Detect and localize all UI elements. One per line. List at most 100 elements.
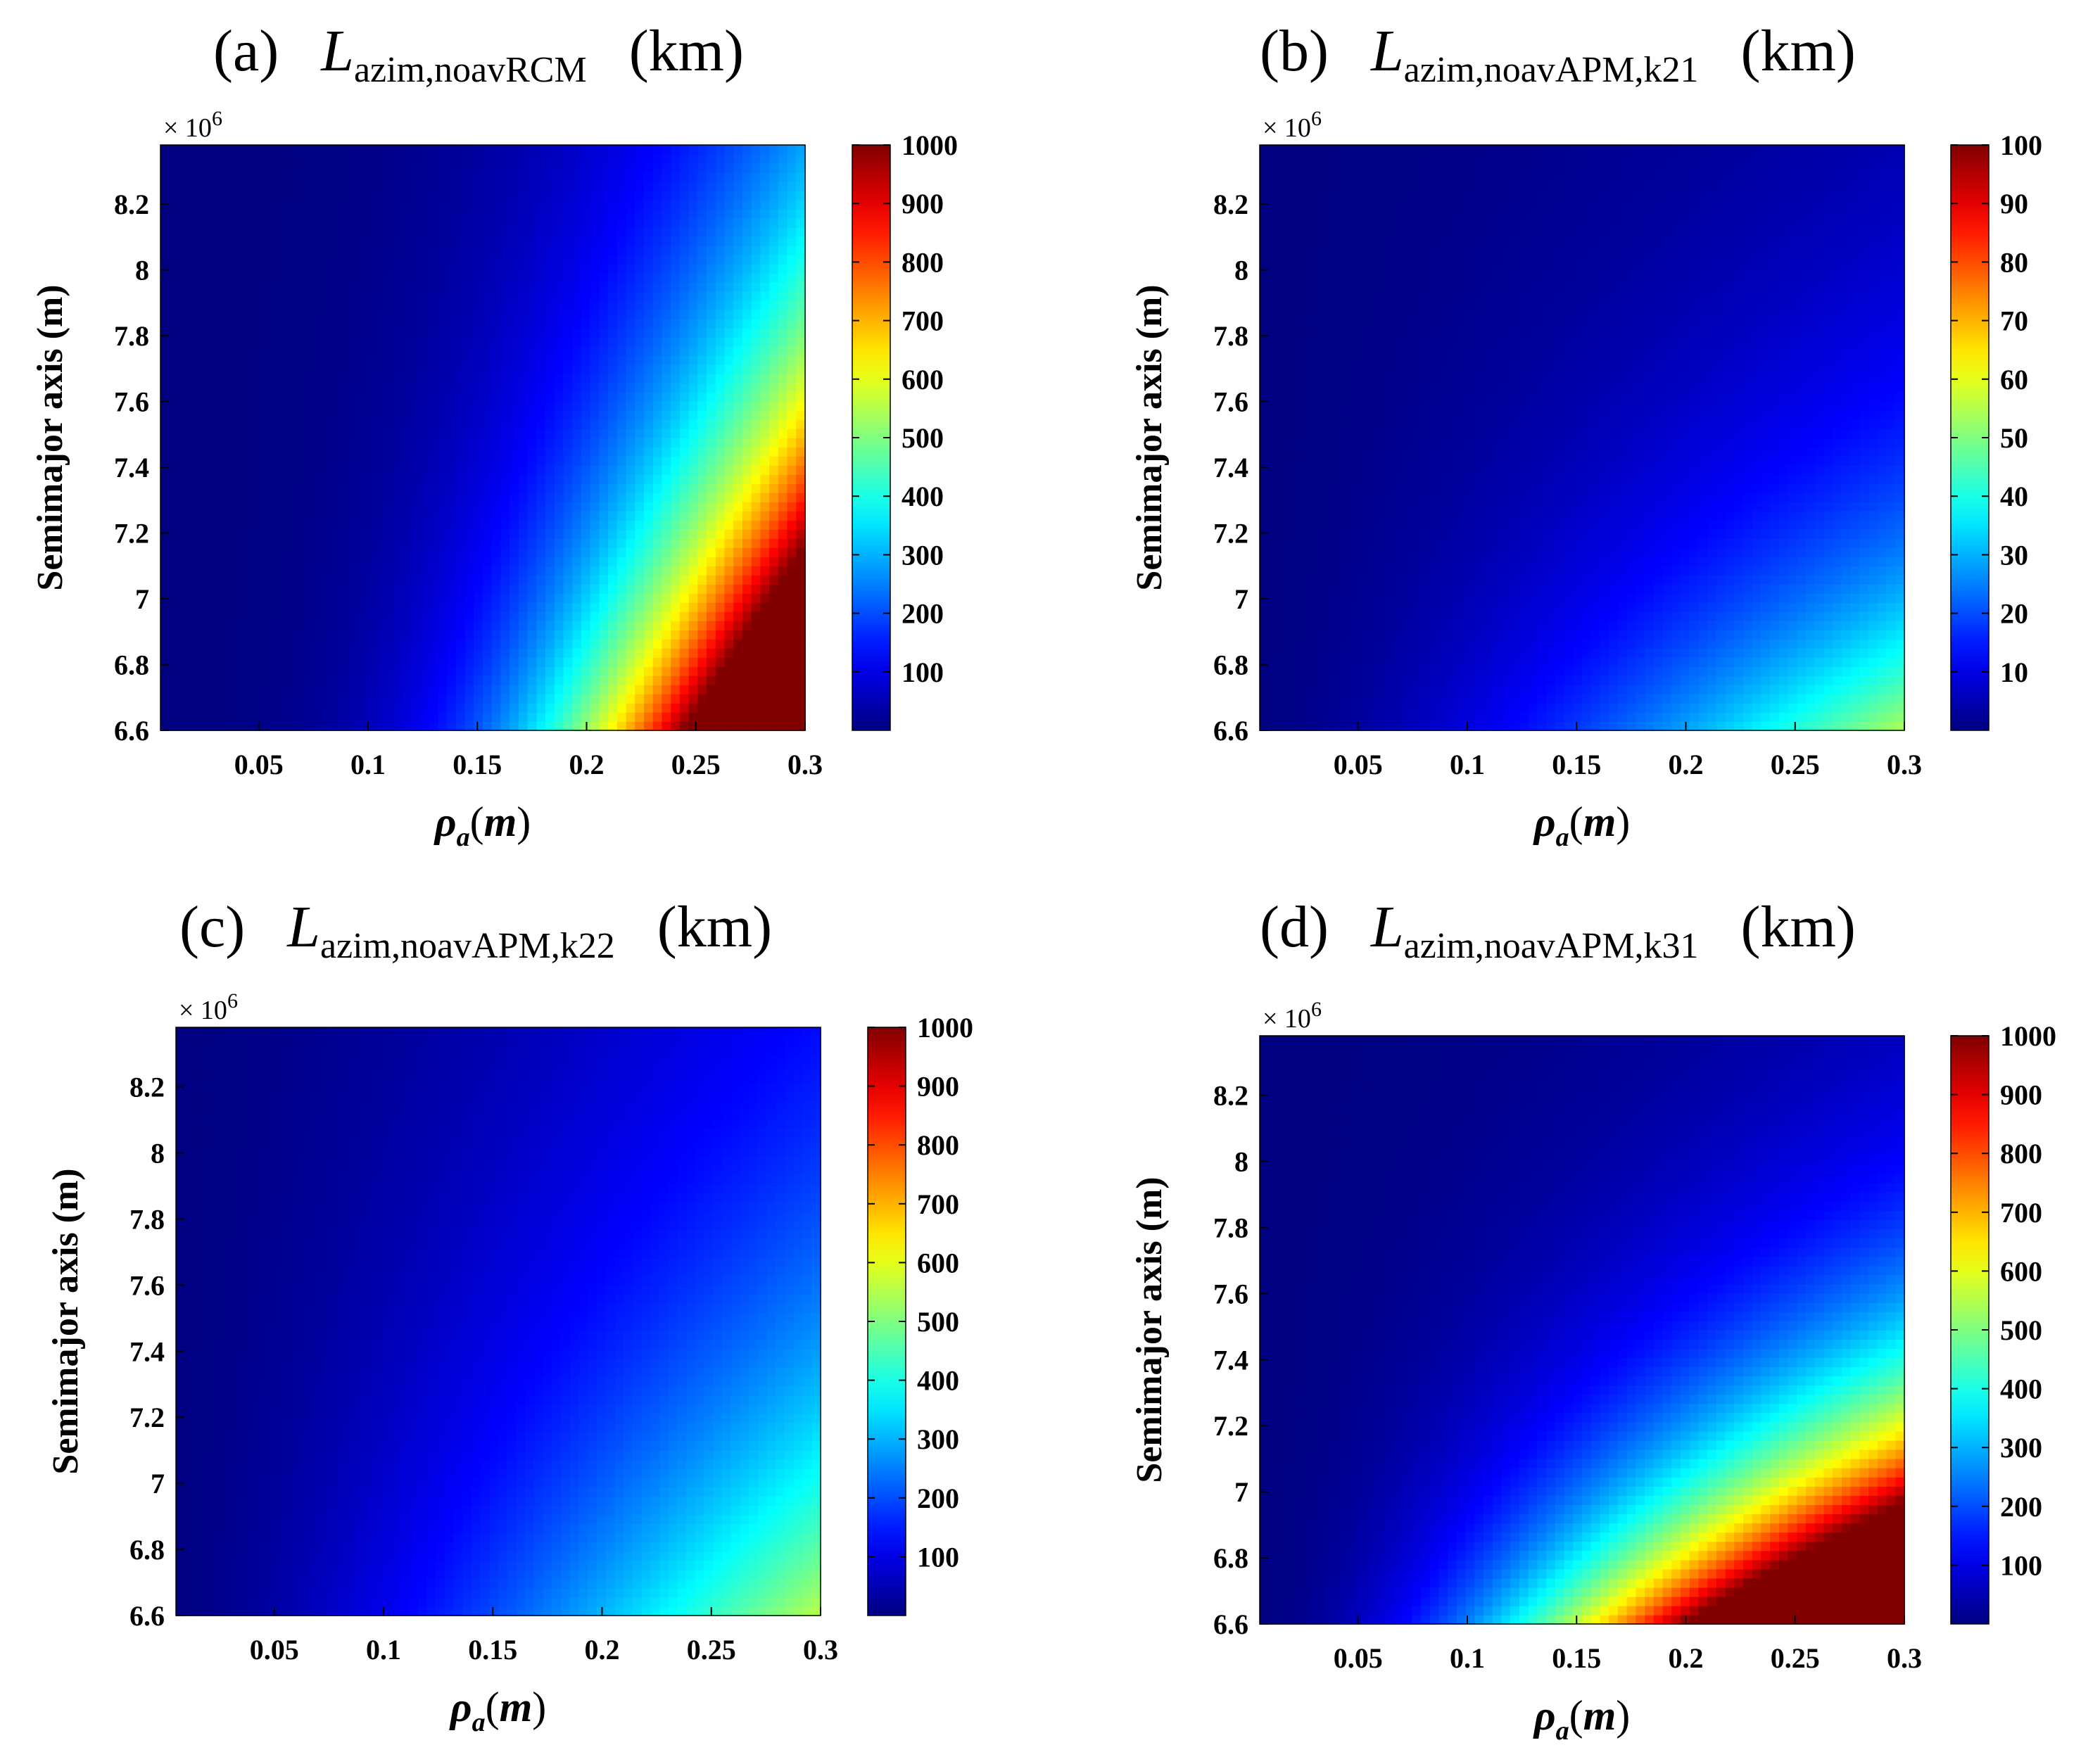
heatmap-cell xyxy=(742,538,752,548)
heatmap-cell xyxy=(644,538,654,548)
heatmap-cell xyxy=(635,145,645,155)
heatmap-cell xyxy=(528,392,538,402)
heatmap-cell xyxy=(1269,438,1279,448)
heatmap-cell xyxy=(796,410,806,420)
heatmap-cell xyxy=(662,657,671,667)
heatmap-cell xyxy=(420,163,430,173)
heatmap-cell xyxy=(581,264,591,274)
heatmap-cell xyxy=(447,575,457,585)
heatmap-cell xyxy=(769,163,779,173)
heatmap-cell xyxy=(536,694,546,704)
heatmap-cell xyxy=(259,557,269,566)
heatmap-cell xyxy=(474,291,483,301)
heatmap-cell xyxy=(1260,209,1270,219)
heatmap-cell xyxy=(438,246,448,255)
heatmap-cell xyxy=(474,383,483,393)
heatmap-cell xyxy=(555,300,564,310)
heatmap-cell xyxy=(429,383,439,393)
heatmap-cell xyxy=(259,685,269,694)
heatmap-cell xyxy=(626,575,636,585)
heatmap-cell xyxy=(223,255,233,265)
heatmap-cell xyxy=(375,273,385,283)
heatmap-cell xyxy=(1277,547,1287,557)
heatmap-cell xyxy=(170,337,179,347)
x-tick-label: 0.3 xyxy=(788,749,823,780)
heatmap-cell xyxy=(160,227,170,237)
heatmap-cell xyxy=(331,328,341,338)
heatmap-cell xyxy=(312,602,322,612)
heatmap-cell xyxy=(411,300,421,310)
heatmap-cell xyxy=(778,575,788,585)
heatmap-cell xyxy=(545,163,555,173)
heatmap-cell xyxy=(268,264,278,274)
heatmap-cell xyxy=(277,337,286,347)
heatmap-cell xyxy=(465,666,475,676)
heatmap-cell xyxy=(170,566,179,576)
heatmap-cell xyxy=(653,630,663,640)
heatmap-cell xyxy=(707,602,716,612)
heatmap-cell xyxy=(500,602,510,612)
heatmap-cell xyxy=(564,255,574,265)
heatmap-cell xyxy=(725,438,735,448)
heatmap-cell xyxy=(241,566,251,576)
heatmap-cell xyxy=(483,218,493,228)
heatmap-cell xyxy=(590,319,600,329)
heatmap-cell xyxy=(187,630,197,640)
heatmap-cell xyxy=(697,200,707,210)
heatmap-cell xyxy=(259,328,269,338)
heatmap-cell xyxy=(626,557,636,566)
heatmap-cell xyxy=(241,557,251,566)
heatmap-cell xyxy=(608,172,618,182)
heatmap-cell xyxy=(697,392,707,402)
heatmap-cell xyxy=(483,666,493,676)
heatmap-cell xyxy=(214,712,224,722)
heatmap-cell xyxy=(295,685,305,694)
heatmap-cell xyxy=(178,529,188,539)
heatmap-cell xyxy=(707,547,716,557)
heatmap-cell xyxy=(214,630,224,640)
heatmap-cell xyxy=(339,300,349,310)
heatmap-cell xyxy=(707,218,716,228)
heatmap-cell xyxy=(581,712,591,722)
heatmap-cell xyxy=(348,328,358,338)
heatmap-cell xyxy=(1260,383,1270,393)
heatmap-cell xyxy=(331,694,341,704)
heatmap-cell xyxy=(170,182,179,191)
heatmap-cell xyxy=(339,584,349,594)
heatmap-cell xyxy=(564,538,574,548)
heatmap-cell xyxy=(483,383,493,393)
heatmap-cell xyxy=(653,410,663,420)
heatmap-cell xyxy=(1277,538,1287,548)
heatmap-cell xyxy=(384,401,394,411)
heatmap-cell xyxy=(474,538,483,548)
heatmap-cell xyxy=(223,401,233,411)
heatmap-cell xyxy=(375,401,385,411)
heatmap-cell xyxy=(187,273,197,283)
heatmap-cell xyxy=(653,236,663,246)
heatmap-cell xyxy=(689,374,699,383)
heatmap-cell xyxy=(492,520,502,530)
heatmap-cell xyxy=(590,621,600,630)
heatmap-cell xyxy=(680,209,690,219)
heatmap-cell xyxy=(375,575,385,585)
heatmap-cell xyxy=(492,236,502,246)
heatmap-cell xyxy=(214,163,224,173)
heatmap-cell xyxy=(1269,145,1279,155)
heatmap-cell xyxy=(268,685,278,694)
heatmap-cell xyxy=(268,566,278,576)
heatmap-cell xyxy=(420,639,430,649)
heatmap-cell xyxy=(599,575,609,585)
heatmap-cell xyxy=(403,300,412,310)
heatmap-cell xyxy=(752,392,761,402)
heatmap-cell xyxy=(250,401,260,411)
heatmap-cell xyxy=(214,264,224,274)
heatmap-cell xyxy=(403,392,412,402)
heatmap-cell xyxy=(555,621,564,630)
heatmap-cell xyxy=(250,182,260,191)
heatmap-cell xyxy=(205,429,215,438)
heatmap-cell xyxy=(375,538,385,548)
heatmap-cell xyxy=(653,209,663,219)
heatmap-cell xyxy=(312,163,322,173)
heatmap-cell xyxy=(644,191,654,201)
y-tick-label: 6.6 xyxy=(114,715,149,747)
